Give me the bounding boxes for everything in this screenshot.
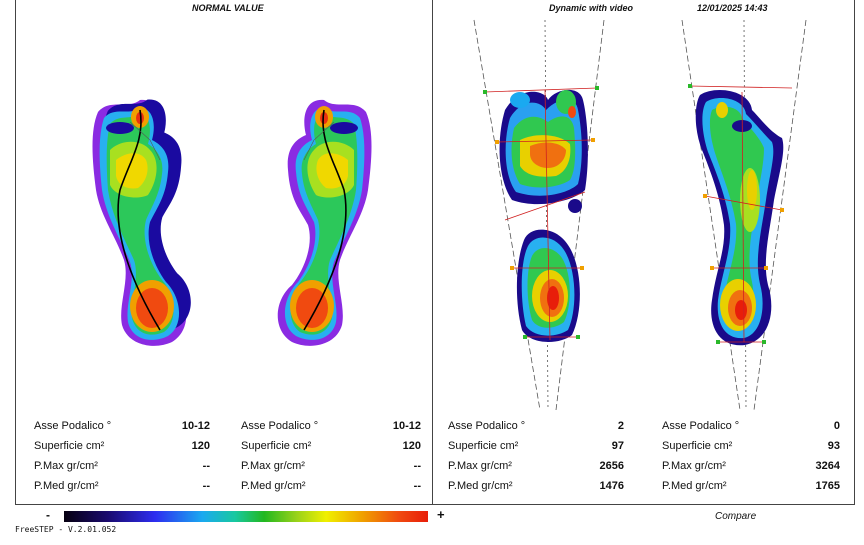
compare-button[interactable]: Compare <box>715 511 757 522</box>
normal-left-foot <box>92 99 191 346</box>
dynamic-right-foot <box>688 84 793 346</box>
stat-label: Asse Podalico ° <box>448 420 526 432</box>
stat-value: 0 <box>833 420 840 432</box>
stat-label: P.Max gr/cm² <box>448 460 512 472</box>
stat-label: P.Med gr/cm² <box>34 480 99 492</box>
stats-normal-right: Asse Podalico ° 10-12 Superficie cm² 120 P… <box>241 420 423 500</box>
scale-min-label: - <box>46 508 50 522</box>
stat-value: 10-12 <box>181 420 210 432</box>
stat-label: P.Med gr/cm² <box>448 480 513 492</box>
stat-label: Asse Podalico ° <box>34 420 112 432</box>
stat-label: Asse Podalico ° <box>241 420 319 432</box>
stat-value: -- <box>413 460 421 472</box>
dynamic-left-foot <box>483 86 599 342</box>
pressure-color-scale <box>64 511 428 522</box>
stat-value: 120 <box>191 440 210 452</box>
stat-label: Superficie cm² <box>241 440 312 452</box>
normal-value-title: NORMAL VALUE <box>192 3 264 13</box>
dynamic-title: Dynamic with video <box>549 3 634 13</box>
stats-dynamic-left: Asse Podalico ° 2 Superficie cm² 97 P.Max … <box>448 420 624 500</box>
stat-value: 2 <box>617 420 624 432</box>
stat-label: Superficie cm² <box>448 440 519 452</box>
stat-label: Superficie cm² <box>34 440 105 452</box>
stat-value: -- <box>413 480 421 492</box>
normal-right-foot <box>277 99 372 346</box>
panel-divider <box>432 0 433 505</box>
stat-value: 1765 <box>815 480 840 492</box>
stat-value: -- <box>202 460 210 472</box>
stat-label: P.Max gr/cm² <box>662 460 726 472</box>
stat-label: Superficie cm² <box>662 440 733 452</box>
stat-value: 3264 <box>815 460 840 472</box>
stats-dynamic-right: Asse Podalico ° 0 Superficie cm² 93 P.Max … <box>662 420 842 500</box>
stat-label: P.Med gr/cm² <box>241 480 306 492</box>
stat-label: P.Max gr/cm² <box>34 460 98 472</box>
datetime-label: 12/01/2025 14:43 <box>697 3 768 13</box>
stat-value: 10-12 <box>392 420 421 432</box>
stat-value: 97 <box>611 440 624 452</box>
version-label: FreeSTEP - V.2.01.052 <box>15 525 117 534</box>
stat-value: -- <box>202 480 210 492</box>
stat-value: 2656 <box>599 460 624 472</box>
scale-max-label: + <box>437 507 445 522</box>
stat-label: P.Max gr/cm² <box>241 460 305 472</box>
stat-value: 1476 <box>599 480 624 492</box>
stat-value: 120 <box>402 440 421 452</box>
stat-label: Asse Podalico ° <box>662 420 740 432</box>
stat-value: 93 <box>827 440 840 452</box>
stats-normal-left: Asse Podalico ° 10-12 Superficie cm² 120 P… <box>34 420 212 500</box>
stat-label: P.Med gr/cm² <box>662 480 727 492</box>
